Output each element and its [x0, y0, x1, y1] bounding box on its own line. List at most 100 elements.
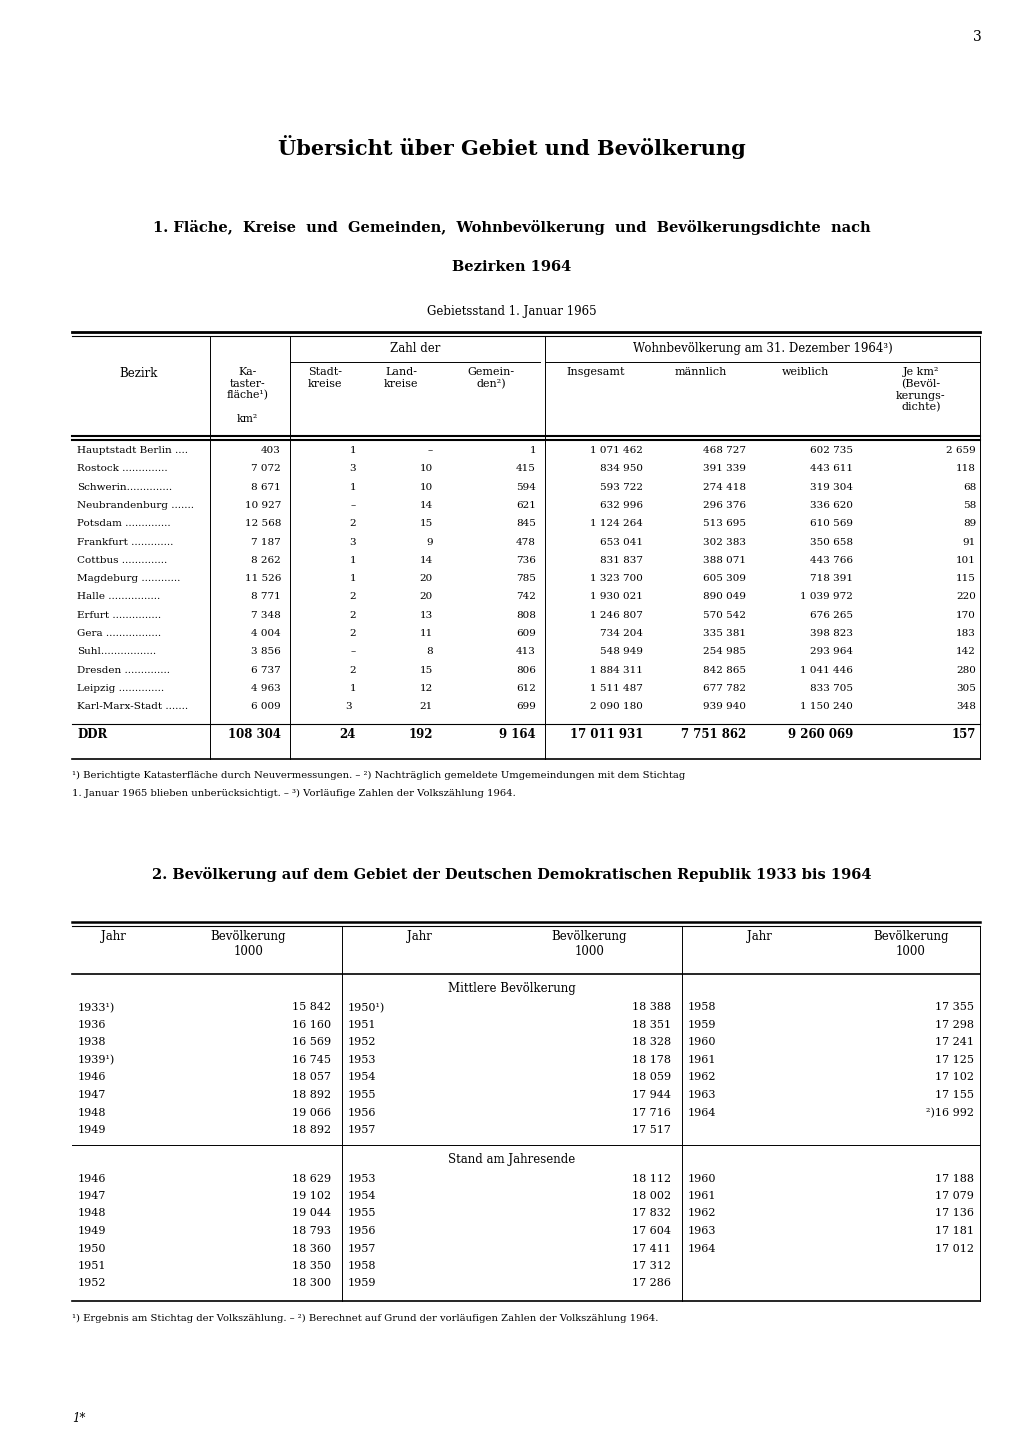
Text: 468 727: 468 727: [703, 446, 746, 454]
Text: 1957: 1957: [348, 1124, 377, 1134]
Text: 183: 183: [956, 629, 976, 638]
Text: 18 793: 18 793: [292, 1226, 331, 1236]
Text: 17 944: 17 944: [632, 1090, 671, 1100]
Text: 593 722: 593 722: [600, 483, 643, 492]
Text: 101: 101: [956, 556, 976, 564]
Text: 274 418: 274 418: [703, 483, 746, 492]
Text: 1933¹): 1933¹): [78, 1003, 116, 1013]
Text: 594: 594: [516, 483, 536, 492]
Text: 9 164: 9 164: [500, 728, 536, 741]
Text: 1 039 972: 1 039 972: [800, 592, 853, 602]
Text: 1 041 446: 1 041 446: [800, 666, 853, 674]
Text: 736: 736: [516, 556, 536, 564]
Text: 3: 3: [346, 702, 356, 710]
Text: 280: 280: [956, 666, 976, 674]
Text: Bezirken 1964: Bezirken 1964: [453, 260, 571, 273]
Text: 1950¹): 1950¹): [348, 1003, 385, 1013]
Text: 632 996: 632 996: [600, 501, 643, 509]
Text: 319 304: 319 304: [810, 483, 853, 492]
Text: 1947: 1947: [78, 1090, 106, 1100]
Text: –: –: [351, 501, 356, 509]
Text: 305: 305: [956, 684, 976, 693]
Text: Je km²
(Bevöl-
kerungs-
dichte): Je km² (Bevöl- kerungs- dichte): [896, 368, 946, 412]
Text: 17 188: 17 188: [935, 1174, 974, 1184]
Text: 17 125: 17 125: [935, 1055, 974, 1065]
Text: 3: 3: [349, 537, 356, 547]
Text: 734 204: 734 204: [600, 629, 643, 638]
Text: 18 892: 18 892: [292, 1090, 331, 1100]
Text: 1948: 1948: [78, 1107, 106, 1117]
Text: 19 102: 19 102: [292, 1191, 331, 1201]
Text: 18 059: 18 059: [632, 1072, 671, 1082]
Text: 1: 1: [349, 684, 356, 693]
Text: 170: 170: [956, 611, 976, 619]
Text: 1*: 1*: [72, 1412, 85, 1425]
Text: 18 892: 18 892: [292, 1124, 331, 1134]
Text: 18 360: 18 360: [292, 1243, 331, 1253]
Text: 478: 478: [516, 537, 536, 547]
Text: 17 517: 17 517: [632, 1124, 671, 1134]
Text: 612: 612: [516, 684, 536, 693]
Text: 24: 24: [340, 728, 356, 741]
Text: 1953: 1953: [348, 1174, 377, 1184]
Text: 842 865: 842 865: [703, 666, 746, 674]
Text: Bevölkerung
1000: Bevölkerung 1000: [873, 930, 949, 958]
Text: 142: 142: [956, 647, 976, 657]
Text: 1949: 1949: [78, 1226, 106, 1236]
Text: 17 241: 17 241: [935, 1037, 974, 1048]
Text: 17 312: 17 312: [632, 1260, 671, 1270]
Text: 7 751 862: 7 751 862: [681, 728, 746, 741]
Text: ²)16 992: ²)16 992: [926, 1107, 974, 1119]
Text: 350 658: 350 658: [810, 537, 853, 547]
Text: 10: 10: [420, 464, 433, 473]
Text: 254 985: 254 985: [703, 647, 746, 657]
Text: männlich: männlich: [675, 368, 727, 378]
Text: 4 004: 4 004: [251, 629, 281, 638]
Text: 108 304: 108 304: [228, 728, 281, 741]
Text: 8 771: 8 771: [251, 592, 281, 602]
Text: 1: 1: [349, 574, 356, 583]
Text: 17 355: 17 355: [935, 1003, 974, 1013]
Text: 18 388: 18 388: [632, 1003, 671, 1013]
Text: –: –: [428, 446, 433, 454]
Text: DDR: DDR: [77, 728, 108, 741]
Text: 6 737: 6 737: [251, 666, 281, 674]
Text: 1960: 1960: [688, 1174, 717, 1184]
Text: 831 837: 831 837: [600, 556, 643, 564]
Text: 2: 2: [349, 592, 356, 602]
Text: 18 629: 18 629: [292, 1174, 331, 1184]
Text: 1958: 1958: [688, 1003, 717, 1013]
Text: 676 265: 676 265: [810, 611, 853, 619]
Text: Halle ................: Halle ................: [77, 592, 160, 602]
Text: Bevölkerung
1000: Bevölkerung 1000: [552, 930, 628, 958]
Text: Hauptstadt Berlin ....: Hauptstadt Berlin ....: [77, 446, 188, 454]
Text: Gera .................: Gera .................: [77, 629, 161, 638]
Text: Suhl.................: Suhl.................: [77, 647, 156, 657]
Text: 4 963: 4 963: [251, 684, 281, 693]
Text: 18 328: 18 328: [632, 1037, 671, 1048]
Text: Insgesamt: Insgesamt: [566, 368, 626, 378]
Text: 19 066: 19 066: [292, 1107, 331, 1117]
Text: 2: 2: [349, 611, 356, 619]
Text: Dresden ..............: Dresden ..............: [77, 666, 170, 674]
Text: 15: 15: [420, 519, 433, 528]
Text: 1956: 1956: [348, 1226, 377, 1236]
Text: 19 044: 19 044: [292, 1208, 331, 1218]
Text: 1948: 1948: [78, 1208, 106, 1218]
Text: 17 181: 17 181: [935, 1226, 974, 1236]
Text: 9 260 069: 9 260 069: [787, 728, 853, 741]
Text: 1961: 1961: [688, 1191, 717, 1201]
Text: 11: 11: [420, 629, 433, 638]
Text: 1 884 311: 1 884 311: [590, 666, 643, 674]
Text: 1963: 1963: [688, 1090, 717, 1100]
Text: Leipzig ..............: Leipzig ..............: [77, 684, 164, 693]
Text: –: –: [351, 647, 356, 657]
Text: 785: 785: [516, 574, 536, 583]
Text: 11 526: 11 526: [245, 574, 281, 583]
Text: 388 071: 388 071: [703, 556, 746, 564]
Text: 13: 13: [420, 611, 433, 619]
Text: 1953: 1953: [348, 1055, 377, 1065]
Text: 17 011 931: 17 011 931: [569, 728, 643, 741]
Text: 17 716: 17 716: [632, 1107, 671, 1117]
Text: 16 569: 16 569: [292, 1037, 331, 1048]
